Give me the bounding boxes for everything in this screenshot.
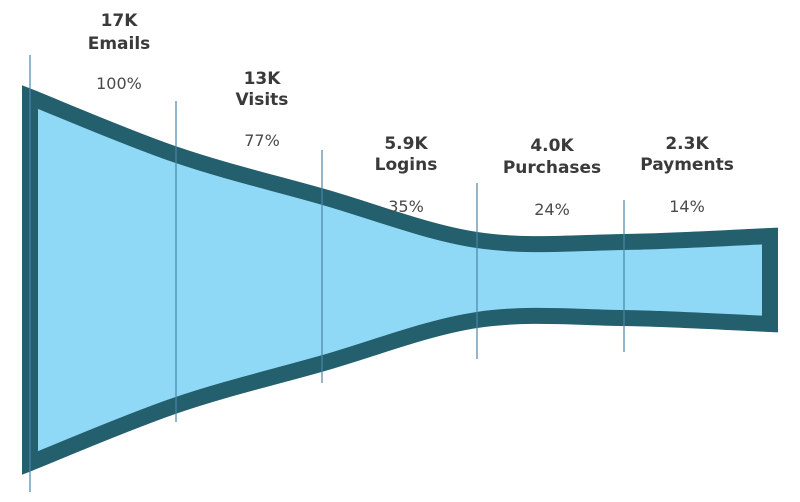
stage-value-label-logins: 5.9K [384, 134, 428, 154]
funnel-body [22, 85, 778, 475]
stage-percent-label-payments: 14% [669, 197, 705, 216]
stage-percent-label-purchases: 24% [534, 200, 570, 219]
stage-percent-label-visits: 77% [244, 131, 280, 150]
stage-percent-label-logins: 35% [388, 197, 424, 216]
stage-value-label-purchases: 4.0K [530, 136, 574, 156]
funnel-shape-group [22, 85, 778, 475]
stage-name-label-purchases: Purchases [503, 158, 601, 178]
stage-name-label-payments: Payments [640, 155, 734, 175]
stage-percent-label-emails: 100% [96, 74, 142, 93]
stage-dividers [29, 55, 625, 492]
stage-name-label-logins: Logins [375, 155, 438, 175]
stage-value-label-visits: 13K [244, 69, 282, 89]
stage-name-label-visits: Visits [236, 90, 289, 110]
stage-value-label-emails: 17K [101, 11, 139, 31]
stage-value-label-payments: 2.3K [665, 134, 709, 154]
stage-name-label-emails: Emails [88, 34, 151, 54]
